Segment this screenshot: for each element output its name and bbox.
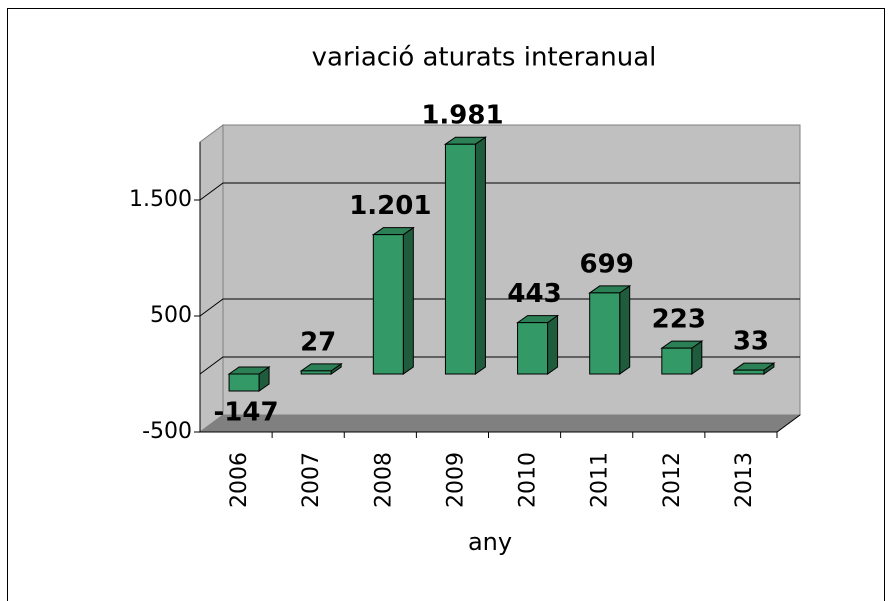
bar (515, 314, 560, 375)
value-label: 1.201 (349, 191, 431, 221)
value-label: 443 (507, 279, 561, 309)
bar (660, 340, 704, 375)
bar (732, 362, 776, 375)
value-label: 699 (580, 249, 634, 279)
bar (371, 226, 415, 375)
x-tick-label: 2008 (371, 452, 396, 508)
value-label: 33 (733, 327, 769, 357)
grid-line (199, 182, 800, 201)
bar (299, 362, 343, 375)
value-label: -147 (214, 398, 279, 428)
bar-front (589, 292, 621, 375)
bar-side (402, 226, 414, 375)
chart-title: variació aturats interanual (312, 43, 657, 73)
value-label: 223 (652, 305, 706, 335)
x-tick-label: 2007 (299, 452, 324, 508)
bar-side (619, 284, 631, 375)
value-label: 1.981 (421, 101, 503, 131)
value-label: 27 (300, 327, 336, 357)
x-tick-label: 2011 (588, 452, 613, 508)
bar-front (444, 143, 476, 375)
bar-side (474, 136, 486, 375)
bar-front (661, 347, 693, 375)
bar (588, 284, 632, 375)
side-wall (199, 124, 224, 433)
x-tick-label: 2010 (516, 452, 541, 508)
x-tick-label: 2013 (732, 452, 757, 508)
y-tick-label: 1.500 (129, 187, 192, 212)
x-tick-label: 2009 (443, 452, 468, 508)
bar-front (300, 370, 332, 375)
bar-front (228, 373, 260, 392)
x-axis-title: any (468, 528, 512, 556)
floor (198, 414, 802, 433)
bar-front (733, 369, 765, 375)
y-tick-label: 500 (150, 303, 192, 328)
bar-front (372, 234, 404, 375)
y-tick-label: -500 (142, 419, 192, 444)
x-tick-label: 2012 (660, 452, 685, 508)
bar (227, 366, 271, 393)
x-axis-depth (776, 414, 801, 433)
bar-side (547, 314, 559, 375)
x-tick-label: 2006 (227, 452, 252, 508)
bar-front (517, 322, 549, 375)
bar (443, 136, 488, 375)
